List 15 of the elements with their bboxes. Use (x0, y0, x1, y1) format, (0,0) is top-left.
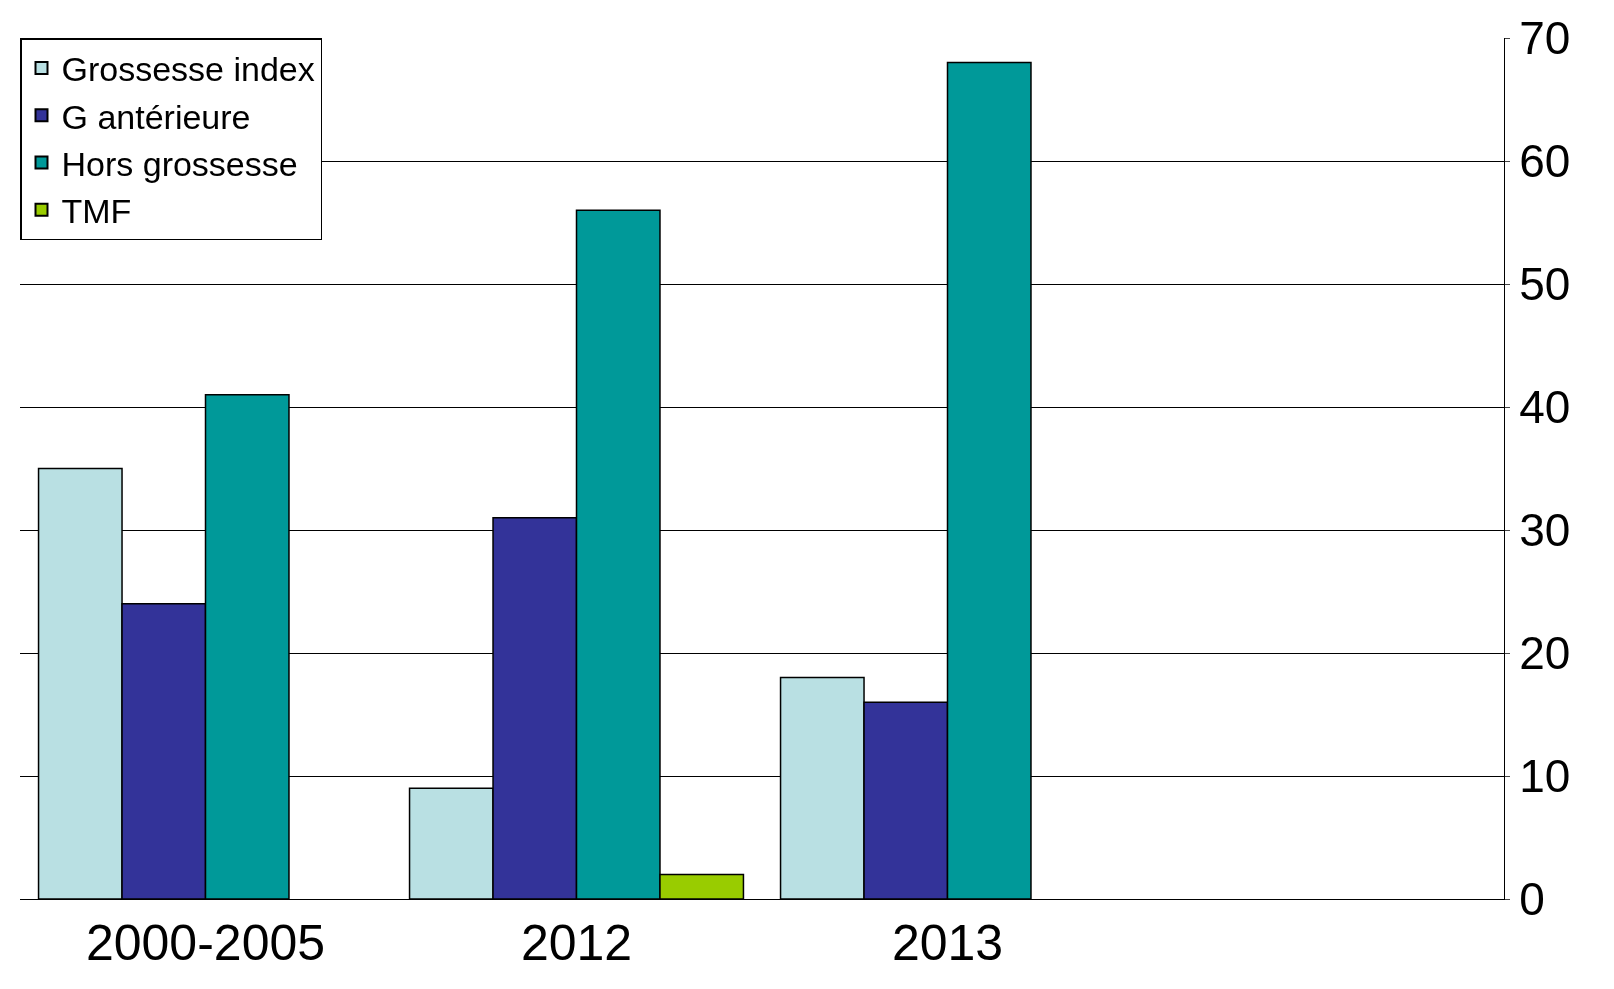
y-tick-label: 40 (1519, 381, 1571, 434)
x-tick-label: 2013 (891, 915, 1004, 971)
y-tick-label: 50 (1519, 258, 1571, 311)
legend-label: Hors grossesse (61, 144, 298, 183)
legend-label: TMF (61, 191, 132, 230)
legend-label: G antérieure (61, 97, 251, 136)
legend-label: Grossesse index (61, 50, 315, 89)
y-tick-label: 30 (1519, 504, 1571, 557)
y-tick-label: 10 (1519, 750, 1571, 803)
x-tick-label: 2012 (520, 915, 633, 971)
y-tick-label: 70 (1519, 12, 1571, 65)
y-tick-label: 0 (1519, 873, 1545, 926)
y-tick-label: 20 (1519, 627, 1571, 680)
y-tick-label: 60 (1519, 135, 1571, 188)
x-tick-label: 2000-2005 (85, 915, 326, 971)
